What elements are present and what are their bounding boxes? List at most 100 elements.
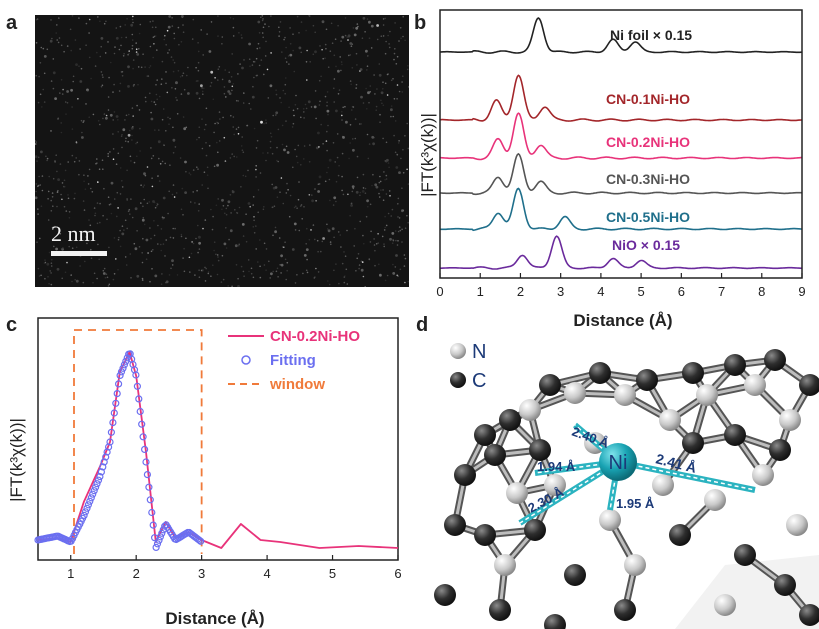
stem-speckle bbox=[244, 175, 247, 178]
stem-speckle bbox=[326, 223, 328, 226]
stem-speckle bbox=[257, 189, 260, 191]
exafs-chart-b: 0 1 2 3 4 5 6 7 8 9 Distance (Å) |FT(k³χ(k))| Ni … bbox=[418, 9, 806, 330]
stem-speckle bbox=[189, 173, 192, 176]
stem-speckle bbox=[47, 198, 49, 200]
c-x-tick-label: 5 bbox=[329, 566, 336, 581]
stem-speckle bbox=[375, 105, 378, 108]
stem-speckle bbox=[43, 55, 47, 58]
stem-speckle bbox=[355, 190, 359, 194]
b-series-line bbox=[439, 187, 803, 232]
stem-speckle bbox=[121, 186, 124, 188]
stem-speckle bbox=[87, 89, 89, 92]
stem-speckle bbox=[220, 281, 223, 283]
stem-speckle bbox=[91, 191, 94, 193]
stem-speckle bbox=[223, 92, 226, 95]
stem-speckle bbox=[174, 146, 177, 148]
stem-speckle bbox=[291, 248, 295, 251]
stem-speckle bbox=[228, 92, 232, 95]
stem-speckle bbox=[395, 254, 398, 257]
stem-speckle bbox=[115, 36, 119, 40]
stem-speckle bbox=[401, 91, 404, 93]
stem-speckle bbox=[212, 264, 214, 266]
stem-speckle bbox=[202, 93, 204, 95]
stem-speckle bbox=[138, 109, 141, 111]
nitrogen-atom bbox=[752, 464, 774, 486]
c-fit-point bbox=[139, 433, 147, 441]
stem-speckle bbox=[334, 161, 337, 163]
carbon-atom bbox=[682, 432, 704, 454]
stem-speckle bbox=[117, 238, 120, 241]
stem-speckle bbox=[37, 184, 40, 187]
stem-speckle bbox=[237, 126, 240, 129]
stem-speckle bbox=[375, 109, 378, 111]
stem-speckle bbox=[73, 197, 76, 200]
stem-speckle bbox=[198, 235, 201, 239]
stem-speckle bbox=[292, 166, 294, 169]
stem-speckle bbox=[197, 210, 200, 212]
stem-speckle bbox=[132, 115, 134, 117]
stem-speckle bbox=[393, 134, 395, 137]
stem-speckle bbox=[364, 187, 367, 190]
stem-speckle bbox=[311, 199, 314, 203]
stem-speckle bbox=[171, 259, 174, 263]
stem-speckle bbox=[345, 268, 348, 271]
stem-speckle bbox=[202, 227, 204, 230]
stem-speckle bbox=[352, 138, 354, 140]
stem-speckle bbox=[110, 61, 112, 64]
stem-speckle bbox=[284, 57, 287, 59]
stem-speckle bbox=[52, 205, 54, 207]
stem-speckle bbox=[350, 204, 353, 207]
stem-speckle bbox=[344, 34, 347, 37]
stem-speckle bbox=[396, 55, 399, 58]
stem-speckle bbox=[75, 63, 78, 66]
stem-speckle bbox=[127, 53, 129, 56]
stem-speckle bbox=[358, 267, 360, 270]
stem-speckle bbox=[397, 230, 400, 233]
stem-speckle bbox=[119, 229, 121, 232]
stem-speckle bbox=[97, 243, 99, 246]
nitrogen-atom bbox=[599, 509, 621, 531]
stem-speckle bbox=[116, 215, 118, 218]
stem-speckle bbox=[207, 271, 210, 273]
stem-speckle bbox=[286, 261, 289, 264]
stem-speckle bbox=[208, 145, 211, 147]
stem-speckle bbox=[396, 84, 399, 86]
stem-speckle bbox=[259, 172, 262, 174]
stem-speckle bbox=[231, 190, 235, 194]
stem-speckle bbox=[276, 196, 279, 198]
stem-speckle bbox=[131, 107, 134, 109]
stem-speckle bbox=[399, 268, 402, 271]
stem-speckle bbox=[227, 200, 231, 204]
stem-speckle bbox=[110, 212, 113, 215]
stem-speckle bbox=[195, 66, 197, 69]
stem-speckle bbox=[223, 242, 227, 246]
carbon-atom bbox=[614, 599, 636, 621]
stem-speckle bbox=[68, 217, 71, 219]
stem-speckle bbox=[327, 66, 330, 68]
stem-speckle bbox=[362, 16, 366, 20]
stem-speckle bbox=[259, 265, 261, 268]
stem-speckle bbox=[153, 43, 155, 45]
stem-speckle bbox=[71, 154, 74, 157]
stem-speckle bbox=[96, 222, 99, 225]
stem-speckle bbox=[130, 277, 132, 279]
stem-speckle bbox=[177, 26, 180, 29]
stem-speckle bbox=[292, 33, 294, 35]
stem-speckle bbox=[384, 215, 386, 218]
c-x-tick-label: 6 bbox=[394, 566, 401, 581]
stem-speckle bbox=[275, 89, 277, 91]
stem-speckle bbox=[285, 120, 287, 122]
stem-speckle bbox=[197, 168, 199, 170]
c-fit-point bbox=[99, 463, 107, 471]
stem-speckle bbox=[171, 25, 174, 27]
stem-speckle bbox=[351, 109, 353, 111]
stem-speckle bbox=[136, 155, 138, 158]
stem-speckle bbox=[50, 19, 52, 21]
stem-speckle bbox=[107, 96, 110, 98]
stem-speckle bbox=[107, 41, 109, 43]
stem-speckle bbox=[397, 216, 399, 218]
stem-speckle bbox=[149, 280, 151, 283]
stem-speckle bbox=[185, 237, 187, 240]
stem-speckle bbox=[101, 84, 104, 87]
stem-speckle bbox=[386, 94, 389, 96]
